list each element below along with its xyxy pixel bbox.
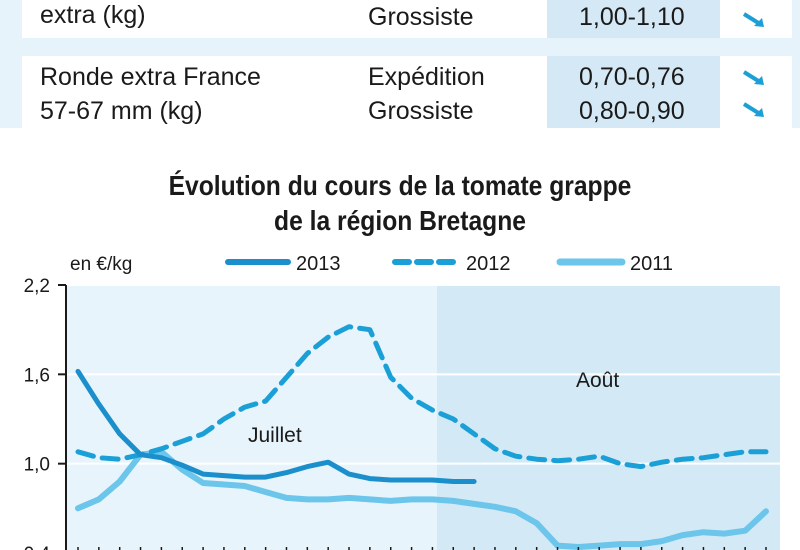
price-cell xyxy=(547,56,720,128)
trend-down-icon xyxy=(742,102,764,117)
series-line-2012 xyxy=(75,324,769,470)
price-table: extra (kg) Grossiste 1,00-1,10 Ronde ext… xyxy=(0,0,800,128)
legend-label-2012: 2012 xyxy=(466,253,511,275)
price-cell xyxy=(547,0,720,38)
chart-title-line-1: Évolution du cours de la tomate grappe xyxy=(168,170,632,201)
market-label: Expédition xyxy=(368,63,485,91)
market-cell: Expédition Grossiste xyxy=(368,60,485,128)
trend-down-icon xyxy=(742,70,764,85)
y-tick-label: 2,2 xyxy=(24,276,50,297)
table-row: extra (kg) Grossiste 1,00-1,10 xyxy=(22,0,792,38)
trend-down-icon xyxy=(742,12,764,27)
period-label-august: Août xyxy=(576,369,619,392)
price-value-cell: 0,70-0,76 0,80-0,90 xyxy=(547,60,685,128)
series-layer xyxy=(75,324,769,550)
july-panel xyxy=(66,285,437,550)
market-label: Grossiste xyxy=(368,97,474,125)
price-value: 0,70-0,76 xyxy=(579,63,685,91)
market-cell: Grossiste xyxy=(368,0,474,34)
price-value: 0,80-0,90 xyxy=(579,97,685,125)
product-label: extra (kg) xyxy=(40,1,146,29)
y-tick-label: 0,4 xyxy=(24,544,51,550)
y-tick-label: 1,0 xyxy=(24,455,50,476)
price-value-cell: 1,00-1,10 xyxy=(547,0,685,34)
chart-title-line-2: de la région Bretagne xyxy=(274,205,526,236)
table-row: Ronde extra France 57-67 mm (kg) Expédit… xyxy=(22,56,792,128)
legend-label-2011: 2011 xyxy=(630,253,673,275)
series-line-2011 xyxy=(75,448,769,550)
product-cell: Ronde extra France 57-67 mm (kg) xyxy=(40,60,261,128)
product-label: Ronde extra France xyxy=(40,63,261,91)
unit-label: en €/kg xyxy=(70,254,132,275)
august-panel xyxy=(437,285,780,550)
legend: 2013 2012 2011 xyxy=(225,253,673,275)
line-chart: 2,2 1,6 1,0 0,4 en €/kg 2013 2012 2011 Juille… xyxy=(24,253,780,550)
axis-layer: 2,2 1,6 1,0 0,4 xyxy=(24,276,767,550)
product-label: 57-67 mm (kg) xyxy=(40,97,203,125)
period-label-july: Juillet xyxy=(248,424,302,447)
series-line-2013 xyxy=(75,368,477,484)
y-tick-label: 1,6 xyxy=(24,365,50,386)
price-value: 1,00-1,10 xyxy=(579,3,685,31)
product-cell: extra (kg) xyxy=(40,0,146,32)
legend-label-2013: 2013 xyxy=(296,253,341,275)
market-label: Grossiste xyxy=(368,3,474,31)
